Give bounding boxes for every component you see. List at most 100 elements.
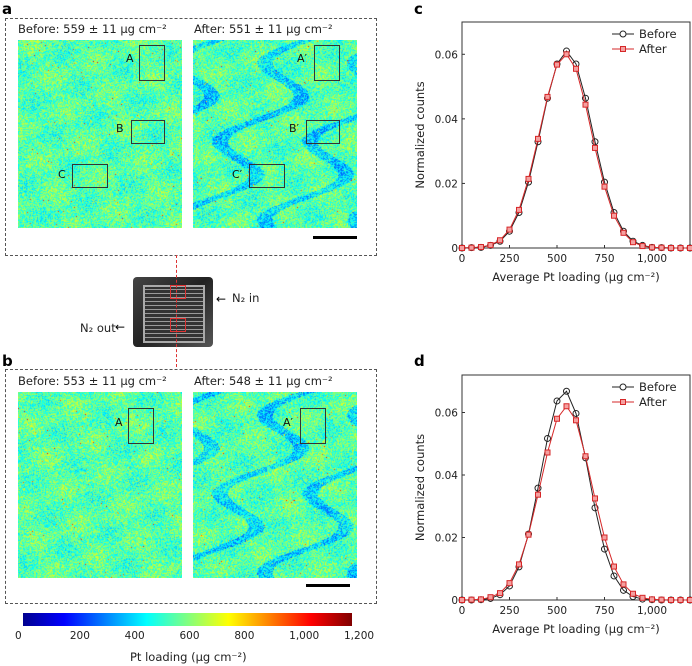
region-box-c	[72, 164, 108, 188]
data-point	[582, 453, 589, 460]
y-tick-label: 0.02	[435, 178, 458, 190]
data-point	[525, 531, 532, 538]
data-point	[573, 417, 579, 424]
panel-label-a: a	[2, 0, 13, 18]
data-point	[497, 237, 503, 244]
region-label: C′	[232, 168, 243, 181]
x-tick-label: 0	[459, 253, 466, 265]
data-point	[592, 144, 598, 151]
data-point	[459, 245, 465, 251]
panel-label-c: c	[414, 0, 423, 18]
colorbar-tick: 1,200	[344, 630, 375, 642]
y-tick-label: 0	[451, 595, 458, 607]
data-point	[592, 495, 598, 502]
series-line-after	[461, 53, 690, 249]
caption-a-after: After: 551 ± 11 µg cm⁻²	[194, 22, 333, 36]
y-tick-label: 0.02	[435, 533, 458, 545]
data-point	[649, 244, 655, 251]
legend-label: Before	[639, 380, 677, 394]
region-label: B′	[289, 122, 300, 135]
plot-area	[461, 374, 691, 601]
data-point	[459, 597, 465, 603]
data-point	[563, 387, 570, 395]
data-point	[610, 572, 618, 580]
data-point	[468, 244, 475, 251]
x-tick-label: 250	[499, 253, 519, 265]
x-tick-label: 500	[547, 605, 567, 617]
data-point	[639, 594, 646, 601]
data-point	[544, 449, 551, 456]
data-point	[535, 135, 541, 142]
data-point	[591, 504, 599, 512]
colorbar-tick: 200	[69, 630, 90, 642]
panel-label-b: b	[2, 352, 13, 370]
fuel-cell-chip-image	[133, 277, 213, 347]
scale-bar	[313, 236, 357, 239]
heatmap-a-before	[18, 40, 182, 228]
colorbar-tick: 400	[124, 630, 145, 642]
colorbar-tick: 800	[234, 630, 255, 642]
region-box-a-prime	[314, 45, 340, 81]
data-point	[478, 244, 484, 251]
data-point	[534, 484, 542, 492]
data-point	[544, 93, 551, 100]
data-point	[677, 245, 684, 251]
region-box-c-prime	[249, 164, 285, 188]
y-axis-label: Normalized counts	[413, 434, 427, 541]
legend-label: After	[639, 395, 667, 409]
panel-b-frame	[5, 369, 377, 604]
data-point	[487, 242, 494, 249]
data-point	[525, 175, 532, 182]
series-line-before	[461, 50, 690, 249]
data-point	[620, 581, 627, 588]
sample-region-1	[170, 285, 186, 299]
legend-marker	[620, 46, 626, 52]
y-tick-label: 0.06	[435, 408, 459, 420]
legend-marker	[620, 399, 626, 405]
data-point	[563, 403, 570, 410]
data-point	[553, 397, 561, 405]
data-point	[601, 534, 608, 541]
data-point	[468, 596, 475, 603]
region-label: A	[126, 52, 134, 65]
data-point	[601, 183, 608, 190]
legend-label: Before	[639, 27, 677, 41]
data-point	[658, 244, 665, 251]
data-point	[601, 545, 608, 553]
data-point	[573, 65, 579, 72]
region-label: A′	[283, 416, 294, 429]
colorbar-tick: 1,000	[289, 630, 320, 642]
data-point	[544, 434, 551, 442]
region-box-a	[128, 408, 154, 444]
legend-marker	[619, 383, 627, 391]
data-point	[639, 243, 646, 250]
data-point	[687, 597, 692, 603]
region-label: A′	[297, 52, 308, 65]
region-box-b-prime	[306, 120, 340, 144]
y-axis-label: Normalized counts	[413, 81, 427, 188]
data-point	[582, 94, 589, 102]
scale-bar	[306, 584, 350, 587]
region-box-b	[131, 120, 165, 144]
data-point	[687, 245, 692, 251]
colorbar-tick: 600	[179, 630, 200, 642]
data-point	[487, 594, 494, 601]
y-tick-label: 0.04	[435, 470, 459, 482]
data-point	[563, 51, 570, 58]
plot-area	[461, 21, 691, 249]
x-tick-label: 1,000	[637, 605, 667, 617]
data-point	[658, 596, 665, 603]
data-point	[591, 138, 599, 146]
caption-b-after: After: 548 ± 11 µg cm⁻²	[194, 374, 333, 388]
caption-b-before: Before: 553 ± 11 µg cm⁻²	[18, 374, 167, 388]
region-box-a-prime	[300, 408, 326, 444]
arrow-in-icon: ←	[216, 292, 227, 306]
n2-in-label: N₂ in	[232, 291, 260, 305]
data-point	[630, 239, 636, 246]
x-tick-label: 750	[594, 605, 614, 617]
data-point	[506, 226, 513, 233]
data-point	[668, 597, 674, 603]
x-tick-label: 1,000	[637, 253, 667, 265]
